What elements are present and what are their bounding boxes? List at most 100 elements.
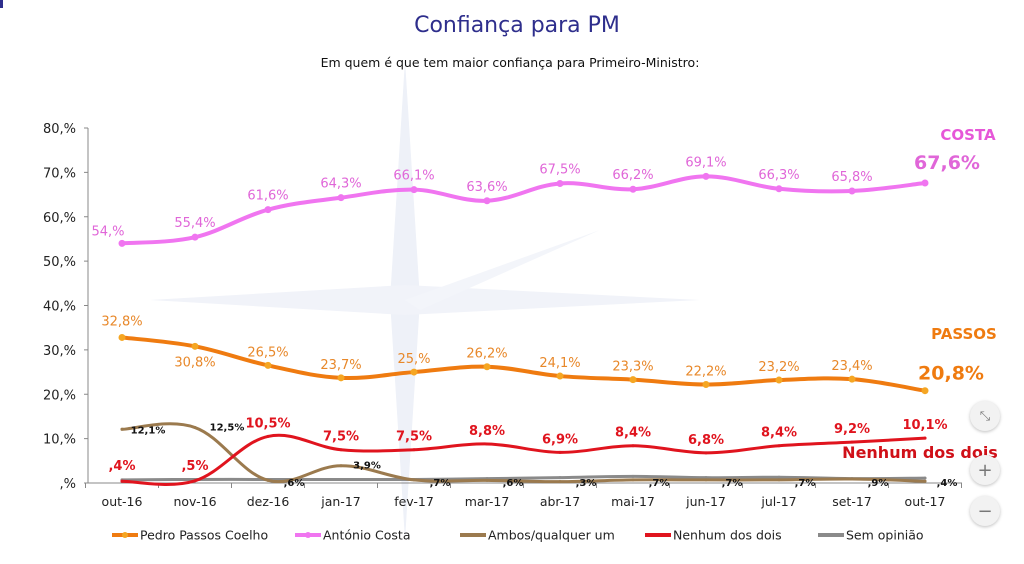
data-point [848, 187, 856, 195]
data-label: 69,1% [685, 155, 726, 170]
data-point [923, 476, 927, 480]
data-point [410, 368, 418, 376]
data-label: 8,4% [615, 426, 651, 441]
data-label: ,9% [868, 478, 889, 489]
x-tick-label: nov-16 [173, 494, 216, 509]
data-point [483, 197, 491, 205]
data-point [848, 375, 856, 383]
series-line-1 [120, 174, 927, 246]
data-label: 66,3% [758, 168, 799, 183]
data-point [777, 478, 781, 482]
data-label: ,4% [937, 478, 958, 489]
x-tick-label: mai-17 [611, 494, 655, 509]
data-label: 66,1% [393, 169, 434, 184]
data-point [777, 475, 781, 479]
data-label: ,4% [108, 459, 135, 474]
data-label: 9,2% [834, 422, 870, 437]
data-label: 7,5% [396, 430, 432, 445]
data-point [193, 479, 197, 483]
data-label: 65,8% [831, 170, 872, 185]
y-tick-label: 10,% [43, 433, 76, 448]
data-point [266, 478, 270, 482]
chart-subtitle: Em quem é que tem maior confiança para P… [321, 55, 700, 70]
data-label: 8,8% [469, 424, 505, 439]
y-tick-label: 80,% [43, 122, 76, 137]
data-point [264, 206, 272, 214]
series-line-4 [120, 474, 927, 482]
data-point [850, 477, 854, 481]
data-point [631, 444, 635, 448]
zoom-out-button[interactable]: − [970, 496, 1000, 526]
y-tick-label: 70,% [43, 166, 76, 181]
data-point [556, 372, 564, 380]
data-point [702, 172, 710, 180]
data-point [118, 333, 126, 341]
data-label: 12,5% [210, 423, 245, 434]
data-point [337, 374, 345, 382]
data-label: ,7% [722, 478, 743, 489]
data-label: ,5% [181, 459, 208, 474]
series-line-2 [120, 422, 927, 484]
x-tick-label: jan-17 [320, 494, 360, 509]
data-label: 32,8% [101, 314, 142, 329]
data-point [558, 450, 562, 454]
data-point [118, 239, 126, 247]
data-point [850, 440, 854, 444]
data-point [339, 477, 343, 481]
legend: Pedro Passos Coelho António Costa Ambos/qu… [112, 528, 924, 543]
data-point [485, 442, 489, 446]
data-label: 61,6% [247, 189, 288, 204]
data-label: 23,7% [320, 358, 361, 373]
data-point [629, 185, 637, 193]
data-label: 66,2% [612, 168, 653, 183]
data-point [702, 380, 710, 388]
legend-label: Sem opinião [846, 528, 924, 543]
x-tick-label: fev-17 [394, 494, 434, 509]
watermark-diagonal [405, 230, 600, 310]
data-label: 67,5% [539, 162, 580, 177]
y-tick-label: 20,% [43, 388, 76, 403]
data-label: 55,4% [174, 216, 215, 231]
data-point [339, 464, 343, 468]
data-point [410, 186, 418, 194]
data-point [191, 233, 199, 241]
data-label: 26,2% [466, 347, 507, 362]
chart-title: Confiança para PM [414, 13, 620, 38]
data-point [777, 444, 781, 448]
x-tick-label: set-17 [832, 494, 872, 509]
minus-icon: − [977, 500, 993, 522]
data-label: Nenhum dos dois [842, 443, 998, 462]
data-point [120, 427, 124, 431]
x-tick-label: jul-17 [760, 494, 796, 509]
fit-screen-icon: ⤡ [979, 408, 991, 424]
fit-screen-button[interactable]: ⤡ [970, 401, 1000, 431]
legend-label: Ambos/qualquer um [488, 528, 615, 543]
y-tick-label: 60,% [43, 211, 76, 226]
data-label: 20,8% [918, 363, 984, 385]
data-label: 23,4% [831, 359, 872, 374]
data-point [339, 448, 343, 452]
data-point [558, 480, 562, 484]
data-label: PASSOS [931, 325, 997, 343]
data-point [775, 376, 783, 384]
compass-watermark [150, 60, 700, 540]
data-label: ,7% [430, 478, 451, 489]
data-label: 22,2% [685, 364, 726, 379]
y-tick-label: 30,% [43, 344, 76, 359]
data-point [337, 194, 345, 202]
x-tick-label: abr-17 [540, 494, 580, 509]
zoom-in-button[interactable]: + [970, 455, 1000, 485]
data-label: 23,2% [758, 360, 799, 375]
data-label: COSTA [940, 126, 996, 144]
data-label: 10,1% [902, 418, 947, 433]
series-line-3 [120, 433, 927, 486]
x-tick-label: out-16 [102, 494, 143, 509]
x-tick-label: mar-17 [465, 494, 510, 509]
axes: ,% 10,% 20,% 30,% 40,% 50,% 60,% 70,% 80,% out-16… [43, 122, 962, 509]
data-label: 67,6% [914, 152, 980, 174]
data-point [412, 448, 416, 452]
data-point [558, 476, 562, 480]
data-point [921, 179, 929, 187]
series-layer [118, 172, 929, 486]
